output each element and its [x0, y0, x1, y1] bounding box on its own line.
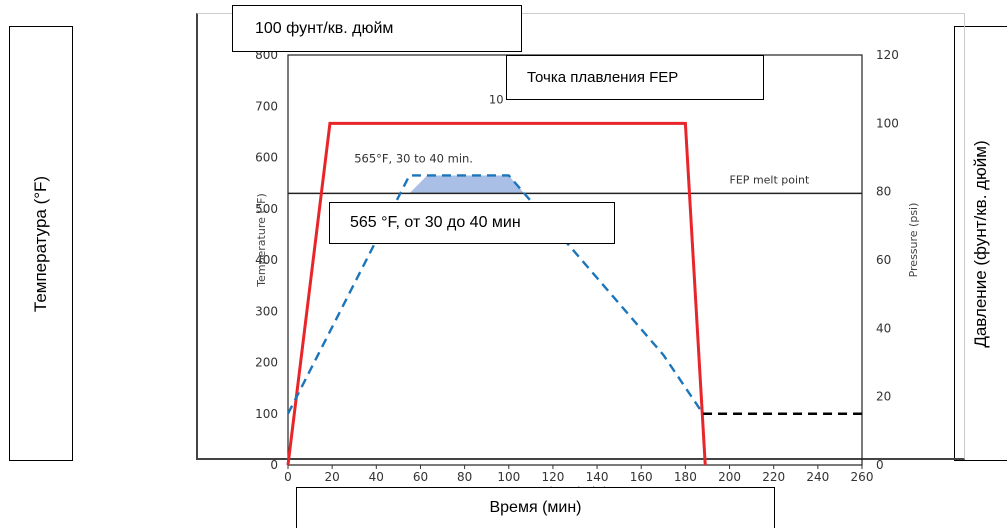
y2-tick-label: 0 — [876, 458, 884, 472]
chart-annotation: 565°F, 30 to 40 min. — [354, 152, 473, 166]
y2-tick-label: 20 — [876, 390, 891, 404]
y-tick-label: 400 — [255, 253, 278, 267]
series-line-1 — [286, 174, 705, 415]
y2-tick-label: 120 — [876, 48, 899, 62]
y-tick-label: 600 — [255, 151, 278, 165]
y-right-label-box: Давление (фунт/кв. дюйм) — [954, 26, 1007, 461]
x-label: Время (мин) — [489, 499, 582, 516]
x-tick-label: 0 — [284, 470, 292, 484]
hold-region — [409, 175, 525, 194]
y-tick-label: 300 — [255, 304, 278, 318]
melt-label: Точка плавления FEP — [527, 69, 679, 86]
x-tick-label: 100 — [497, 470, 520, 484]
y-tick-label: 100 — [255, 407, 278, 421]
x-tick-label: 60 — [413, 470, 428, 484]
y2-axis-label: Pressure (psi) — [907, 203, 920, 278]
series-line-0 — [286, 121, 707, 466]
pressure-label-box: 100 фунт/кв. дюйм — [232, 5, 522, 52]
y-left-label-box: Температура (°F) — [9, 26, 73, 461]
melt-point-label: FEP melt point — [730, 173, 810, 186]
y-axis-label: Temperature (°F) — [255, 193, 268, 288]
x-tick-label: 260 — [851, 470, 874, 484]
y2-tick-label: 60 — [876, 253, 891, 267]
y-tick-label: 200 — [255, 356, 278, 370]
plot-area — [287, 54, 863, 466]
x-tick-label: 140 — [586, 470, 609, 484]
y-tick-label: 700 — [255, 99, 278, 113]
y2-tick-label: 40 — [876, 321, 891, 335]
x-tick-label: 40 — [369, 470, 384, 484]
y2-tick-label: 80 — [876, 185, 891, 199]
y-tick-label: 500 — [255, 202, 278, 216]
hold-label-box: 565 °F, от 30 до 40 мин — [329, 202, 615, 244]
x-tick-label: 160 — [630, 470, 653, 484]
chart-annotation: 10 — [489, 93, 504, 107]
melt-label-box: Точка плавления FEP — [506, 55, 764, 100]
hold-label: 565 °F, от 30 до 40 мин — [350, 214, 521, 231]
x-tick-label: 180 — [674, 470, 697, 484]
x-tick-label: 120 — [541, 470, 564, 484]
pressure-label: 100 фунт/кв. дюйм — [255, 19, 394, 37]
x-tick-label: 200 — [718, 470, 741, 484]
y-tick-label: 0 — [270, 458, 278, 472]
y2-tick-label: 100 — [876, 116, 899, 130]
x-tick-label: 240 — [806, 470, 829, 484]
chart-frame — [196, 13, 965, 460]
x-tick-label: 80 — [457, 470, 472, 484]
x-tick-label: 220 — [762, 470, 785, 484]
x-tick-label: 20 — [325, 470, 340, 484]
x-label-box: Время (мин) — [296, 487, 775, 528]
